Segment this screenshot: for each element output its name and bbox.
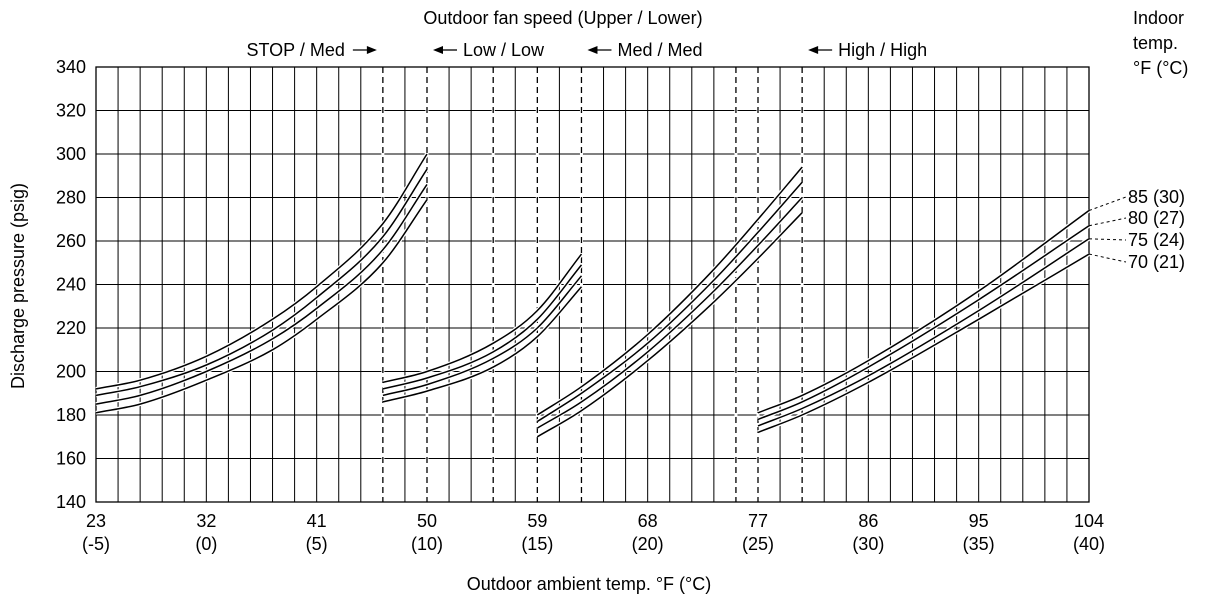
fan-speed-label: Low / Low [463,40,545,60]
series-75-curve [95,183,428,405]
x-tick-label-f: 59 [527,511,547,531]
legend-item-label: 75 (24) [1128,230,1185,250]
curve-halo [757,224,1091,422]
series-85-curve [536,166,803,416]
arrow-head [587,46,598,54]
series-80-curve [536,181,803,423]
legend-item-label: 70 (21) [1128,252,1185,272]
legend-leader-lines [1088,196,1127,263]
x-tick-label-c: (-5) [82,534,110,554]
legend-item-label: 85 (30) [1128,187,1185,207]
fan-speed-label-stop-med: STOP / Med [246,40,344,60]
y-tick-label: 180 [56,405,86,425]
series-85-curve [382,253,583,384]
series-75-curve [382,275,583,397]
y-tick-label: 300 [56,144,86,164]
legend-leader-line [1088,238,1127,241]
legend: Indoor temp. °F (°C) 85 (30)80 (27)75 (24)7… [1128,8,1188,272]
x-tick-label-f: 104 [1074,511,1104,531]
series-70-curve [95,199,428,414]
series-80-curve [757,225,1090,421]
legend-leader-line [1088,217,1127,227]
x-tick-label-f: 50 [417,511,437,531]
series-80-curve [95,168,428,397]
x-tick-label-f: 95 [969,511,989,531]
legend-title-line: temp. [1133,33,1178,53]
legend-leader-line [1088,196,1127,212]
pressure-curves [95,152,1091,439]
x-tick-label-f: 41 [307,511,327,531]
x-tick-label-c: (5) [306,534,328,554]
series-70-curve [536,212,803,438]
y-tick-label: 220 [56,318,86,338]
series-70-curve [757,253,1090,434]
series-75-curve [536,196,803,429]
x-axis-label: Outdoor ambient temp. °F (°C) [467,574,711,594]
y-tick-label: 140 [56,492,86,512]
y-axis-label: Discharge pressure (psig) [8,183,28,389]
x-tick-labels: 23 (-5) 32 (0) 41 (5) 50 (10) 59 (15) 68 (20) 77 (25)… [82,511,1105,554]
y-tick-label: 240 [56,275,86,295]
series-70-curve [382,286,583,403]
x-tick-label-c: (15) [521,534,553,554]
legend-item-label: 80 (27) [1128,208,1185,228]
x-tick-label-c: (0) [195,534,217,554]
x-tick-label-c: (35) [963,534,995,554]
fan-speed-title: Outdoor fan speed (Upper / Lower) [423,8,702,28]
grid [96,66,1089,503]
y-tick-label: 280 [56,188,86,208]
y-tick-label: 200 [56,362,86,382]
arrow-head [366,46,377,54]
x-tick-label-c: (40) [1073,534,1105,554]
x-tick-label-f: 77 [748,511,768,531]
x-tick-label-f: 23 [86,511,106,531]
y-tick-labels: 140 160 180 200 220 240 260 280 300 320 340 [56,57,86,512]
x-tick-label-c: (30) [852,534,884,554]
fan-speed-label: High / High [838,40,927,60]
arrow-head [808,46,819,54]
fan-speed-label: Med / Med [617,40,702,60]
x-tick-label-f: 86 [858,511,878,531]
fan-speed-boundaries [381,67,804,502]
arrow-head [433,46,443,54]
curve-halo [95,168,429,398]
legend-title-line: Indoor [1133,8,1184,28]
legend-leader-line [1088,253,1127,263]
x-tick-label-c: (10) [411,534,443,554]
series-85-curve [757,209,1090,414]
series-75-curve [757,238,1090,427]
series-80-curve [382,264,583,390]
y-tick-label: 340 [56,57,86,77]
y-tick-label: 320 [56,101,86,121]
fan-speed-annotations: STOP / Med Low / Low Med / Med High / High [246,40,927,60]
y-tick-label: 160 [56,449,86,469]
x-tick-label-c: (20) [632,534,664,554]
x-tick-label-f: 32 [196,511,216,531]
series-85-curve [95,153,428,390]
x-tick-label-c: (25) [742,534,774,554]
legend-title-line: °F (°C) [1133,58,1188,78]
x-tick-label-f: 68 [638,511,658,531]
y-tick-label: 260 [56,231,86,251]
plot-area-frame [95,66,1090,503]
